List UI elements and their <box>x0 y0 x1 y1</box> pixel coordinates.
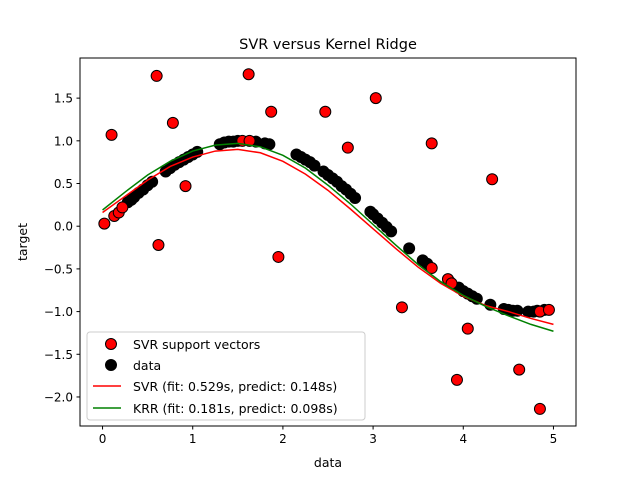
y-tick-label: −2.0 <box>44 390 73 404</box>
axis-ticks: 0 1 2 3 4 5 −2.0 −1.5 −1.0 −0.5 0.0 0.5 1.0 1.5 <box>44 92 557 446</box>
support-vector-point <box>319 105 332 118</box>
support-vector-point <box>425 262 438 275</box>
legend-label-krr: KRR (fit: 0.181s, predict: 0.098s) <box>133 401 338 416</box>
support-vector-point <box>369 92 382 105</box>
support-vector-point <box>395 301 408 314</box>
chart-title: SVR versus Kernel Ridge <box>239 37 417 53</box>
data-point <box>349 192 362 205</box>
x-tick-label: 2 <box>279 432 287 446</box>
x-tick-label: 4 <box>459 432 467 446</box>
legend-box <box>86 331 366 421</box>
support-vector-point <box>486 173 499 186</box>
x-tick-label: 5 <box>550 432 558 446</box>
support-vector-point <box>105 128 118 141</box>
support-vector-point <box>341 141 354 154</box>
plot-area <box>98 68 555 415</box>
support-vector-point <box>272 250 285 263</box>
legend-marker-svr-sv <box>105 338 117 350</box>
y-tick-label: −0.5 <box>44 262 73 276</box>
support-vector-point <box>116 201 129 214</box>
support-vector-point <box>242 68 255 81</box>
support-vector-point <box>166 116 179 129</box>
y-tick-label: 1.0 <box>54 134 73 148</box>
support-vector-point <box>513 363 526 376</box>
support-vector-point <box>461 322 474 335</box>
x-tick-label: 0 <box>99 432 107 446</box>
support-vector-point <box>450 373 463 386</box>
data-point <box>385 225 398 238</box>
x-tick-label: 3 <box>369 432 377 446</box>
x-tick-label: 1 <box>189 432 197 446</box>
support-vector-point <box>243 134 256 147</box>
legend-label-svr-sv: SVR support vectors <box>133 337 260 352</box>
y-axis-label: target <box>15 223 30 261</box>
support-vector-point <box>98 217 111 230</box>
support-vector-point <box>265 105 278 118</box>
support-vector-point <box>533 402 546 415</box>
support-vector-point <box>542 303 555 316</box>
y-tick-label: −1.5 <box>44 348 73 362</box>
y-tick-label: −1.0 <box>44 305 73 319</box>
legend-marker-data <box>105 359 117 371</box>
y-tick-label: 0.0 <box>54 220 73 234</box>
krr-curve <box>102 142 554 332</box>
axes-frame <box>79 57 577 427</box>
legend-label-svr: SVR (fit: 0.529s, predict: 0.148s) <box>133 379 337 394</box>
y-tick-label: 0.5 <box>54 177 73 191</box>
legend-label-data: data <box>133 358 161 373</box>
x-axis-label: data <box>314 455 342 470</box>
support-vector-point <box>150 69 163 82</box>
data-point <box>403 242 416 255</box>
support-vector-point <box>425 137 438 150</box>
legend: SVR support vectors data SVR (fit: 0.529… <box>86 331 366 421</box>
y-tick-label: 1.5 <box>54 92 73 106</box>
data-point <box>308 159 321 172</box>
support-vector-point <box>179 180 192 193</box>
support-vector-point <box>152 238 165 251</box>
